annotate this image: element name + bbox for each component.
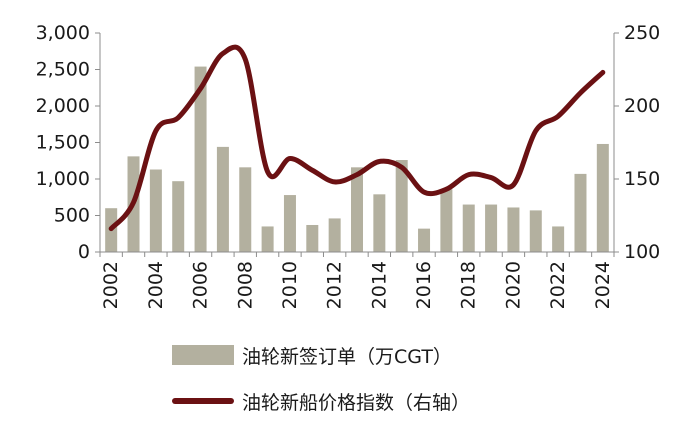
x-tick-label: 2010	[279, 261, 301, 309]
x-tick-label: 2024	[592, 261, 614, 309]
chart: 0 500 1,000 1,500 2,000 2,500 3,000 100 150 200 25…	[36, 22, 661, 309]
x-tick-label: 2004	[145, 261, 167, 309]
bar-2014	[373, 194, 386, 252]
legend-item-price-index: 油轮新船价格指数（右轴）	[172, 384, 470, 418]
legend: 油轮新签订单（万CGT） 油轮新船价格指数（右轴）	[172, 338, 470, 430]
x-tick-label: 2006	[190, 261, 212, 309]
x-tick-label: 2012	[324, 261, 346, 309]
bar-2015	[395, 160, 408, 252]
bar-2009	[261, 226, 274, 252]
left-tick-label: 1,500	[36, 132, 90, 154]
bar-2016	[418, 228, 431, 252]
bar-series	[105, 66, 609, 252]
bar-2005	[172, 181, 185, 252]
bar-2022	[552, 226, 565, 252]
legend-label-price-index: 油轮新船价格指数（右轴）	[242, 391, 471, 414]
bar-2010	[283, 195, 296, 252]
bar-2013	[351, 167, 363, 252]
tick-labels: 0 500 1,000 1,500 2,000 2,500 3,000 100 150 200 25…	[36, 22, 661, 309]
x-tick-label: 2018	[458, 261, 480, 309]
left-tick-label: 0	[78, 241, 90, 263]
left-tick-label: 3,000	[36, 22, 90, 44]
x-tick-label: 2020	[502, 261, 524, 309]
legend-swatch-orders	[172, 345, 234, 365]
bar-2017	[440, 189, 453, 252]
price-index-line	[108, 44, 606, 232]
bar-2011	[306, 224, 319, 252]
left-tick-label: 2,000	[36, 95, 90, 117]
bar-2006	[194, 66, 207, 252]
left-tick-label: 500	[54, 205, 90, 227]
bar-2018	[462, 204, 475, 252]
x-tick-label: 2002	[100, 261, 122, 309]
bar-2008	[239, 167, 252, 252]
legend-label-orders: 油轮新签订单（万CGT）	[242, 345, 452, 368]
left-tick-label: 1,000	[36, 168, 90, 190]
right-tick-label: 200	[624, 95, 660, 117]
bar-2024	[596, 143, 609, 252]
right-tick-label: 250	[624, 22, 660, 44]
bar-2020	[507, 207, 520, 252]
legend-item-orders: 油轮新签订单（万CGT）	[172, 338, 470, 372]
bar-2012	[328, 218, 341, 252]
left-tick-label: 2,500	[36, 59, 90, 81]
x-tick-label: 2022	[547, 261, 569, 309]
x-tick-label: 2016	[413, 261, 435, 309]
x-tick-label: 2014	[368, 261, 390, 309]
bar-2007	[216, 146, 229, 252]
right-tick-label: 150	[624, 168, 660, 190]
bar-2021	[529, 210, 542, 252]
bar-2004	[149, 169, 162, 252]
x-tick-label: 2008	[234, 261, 256, 309]
bar-2023	[574, 173, 587, 252]
right-tick-label: 100	[624, 241, 660, 263]
legend-swatch-price-index	[172, 398, 234, 404]
bar-2019	[485, 204, 498, 252]
